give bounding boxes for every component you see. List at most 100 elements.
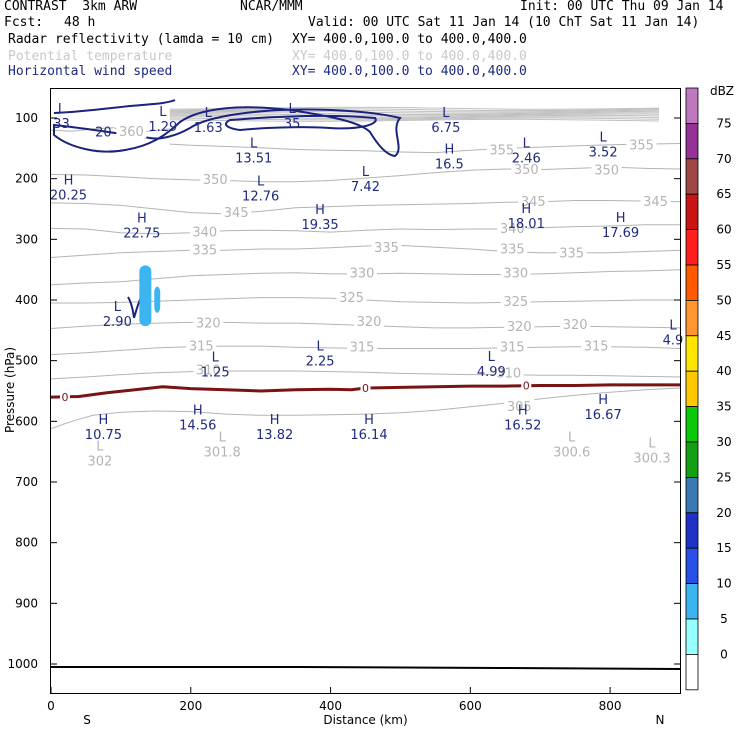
north-end-label: N (656, 713, 665, 727)
colorbar-unit: dBZ (710, 84, 734, 98)
theta-extremum-marker: L (219, 431, 227, 446)
colorbar-swatch (685, 441, 699, 478)
y-tick-label: 900 (15, 596, 38, 610)
freezing-label-bg (59, 391, 70, 404)
contour-label-bg (497, 221, 528, 236)
theta-contour-360 (50, 127, 170, 134)
freezing-level: 0 0 0 (50, 379, 681, 670)
freezing-level-label: 0 (61, 391, 68, 404)
contour-label-bg (347, 339, 378, 354)
contour-label-bg (518, 193, 549, 208)
freezing-level-label: 0 (523, 380, 530, 393)
colorbar-tick-label: 65 (716, 187, 731, 201)
wind-speed-label: 16.14 (350, 428, 387, 443)
theta-contour-305 (50, 387, 681, 430)
contour-label-bg (371, 240, 402, 255)
wind-speed-label: 6.75 (431, 121, 460, 136)
wind-extremum-marker: L (250, 136, 258, 151)
colorbar-tick-label: 15 (716, 541, 731, 555)
wind-extremum-marker: H (99, 413, 109, 428)
colorbar-swatch (685, 158, 699, 195)
wind-extremum-marker: L (442, 106, 450, 121)
colorbar-swatch (685, 335, 699, 372)
wind-extremum-marker: L (58, 102, 66, 117)
wind-extremum-marker: H (193, 403, 203, 418)
wind-contour-inner (224, 114, 377, 132)
freezing-level-line (50, 383, 680, 399)
colorbar-swatch (685, 299, 699, 337)
wind-extremum-marker: L (205, 106, 213, 121)
wind-extremum-marker: L (159, 105, 167, 120)
colorbar-tick-label: 50 (716, 293, 731, 307)
organization-label: NCAR/MMM (240, 0, 303, 14)
colorbar-swatch (685, 618, 699, 655)
contour-label-bg (221, 204, 252, 219)
contour-label-bg (189, 224, 220, 239)
wind-speed-label: 16.67 (585, 408, 622, 423)
theta-extremum-label: 301.8 (204, 446, 241, 461)
reflectivity-cells (139, 265, 161, 327)
theta-extremum-label: 302 (88, 455, 113, 470)
theta-contour-label: 350 (203, 173, 228, 188)
colorbar-tick-label: 20 (716, 506, 731, 520)
colorbar-tick-label: 40 (716, 364, 731, 378)
wind-extremum-marker: H (364, 413, 374, 428)
colorbar-swatch (685, 123, 699, 160)
colorbar-tick-label: 5 (720, 612, 728, 626)
theta-contour-label: 360 (119, 125, 144, 140)
colorbar-swatch (685, 512, 699, 549)
wind-speed-label: 13.51 (235, 151, 272, 166)
wind-extremum-marker: L (114, 300, 122, 315)
y-tick-label: 200 (15, 172, 38, 186)
theta-contour-label: 320 (507, 320, 532, 335)
contour-label-bg (347, 265, 378, 280)
contour-label-bg (486, 142, 517, 157)
wind-extremum-marker: H (518, 403, 528, 418)
forecast-label: Fcst: (4, 15, 44, 30)
wind-extremum-marker: L (488, 350, 496, 365)
contour-label-bg (626, 137, 657, 152)
y-axis-label: Pressure (hPa) (3, 347, 17, 433)
theta-contour-label: 335 (559, 247, 584, 262)
field-xy-theta: XY= 400.0,100.0 to 400.0,400.0 (292, 49, 527, 64)
colorbar-swatch (685, 370, 699, 408)
wind-speed-label: 1.29 (148, 120, 177, 135)
field-name-reflectivity: Radar reflectivity (lamda = 10 cm) (8, 32, 275, 47)
wind-speed-label: 16.52 (504, 418, 541, 433)
wind-contour-top (53, 99, 176, 114)
wind-contours (53, 99, 402, 319)
y-tick-label: 1000 (7, 657, 38, 671)
contour-label-bg (186, 338, 217, 353)
theta-contour-label: 315 (500, 341, 525, 356)
contour-label-bg (353, 314, 384, 329)
contour-label-bg (116, 124, 147, 139)
contour-label-bg (493, 365, 524, 380)
wind-extremum-marker: H (598, 393, 608, 408)
field-name-wind: Horizontal wind speed (8, 64, 173, 79)
colorbar-swatch (685, 229, 699, 266)
wind-extremum-marker: H (315, 203, 325, 218)
freezing-label-bg (360, 381, 371, 394)
contour-label-bg (581, 338, 612, 353)
wind-speed-label: 19.35 (301, 218, 338, 233)
contour-label-bg (336, 289, 367, 304)
theta-contour-label: 325 (503, 295, 528, 310)
theta-contour-label: 310 (496, 367, 521, 382)
stratospheric-contour-line (169, 108, 660, 112)
wind-extremum-marker: H (521, 202, 531, 217)
theta-contour-label: 325 (339, 291, 364, 306)
theta-contour-label: 305 (507, 400, 532, 415)
y-tick-label: 500 (15, 354, 38, 368)
theta-contour-label: 335 (500, 242, 525, 257)
x-tick-label: 0 (47, 699, 55, 713)
theta-contour-label: 320 (196, 316, 221, 331)
x-tick-label: 400 (319, 699, 342, 713)
colorbar-tick-label: 10 (716, 577, 731, 591)
field-name-theta: Potential temperature (8, 49, 173, 64)
theta-extremum-label: 300.3 (633, 452, 670, 467)
theta-contour-label: 355 (489, 143, 514, 158)
theta-contour-355 (169, 143, 681, 154)
colorbar-tick-label: 0 (720, 647, 728, 661)
contour-label-bg (511, 161, 542, 176)
